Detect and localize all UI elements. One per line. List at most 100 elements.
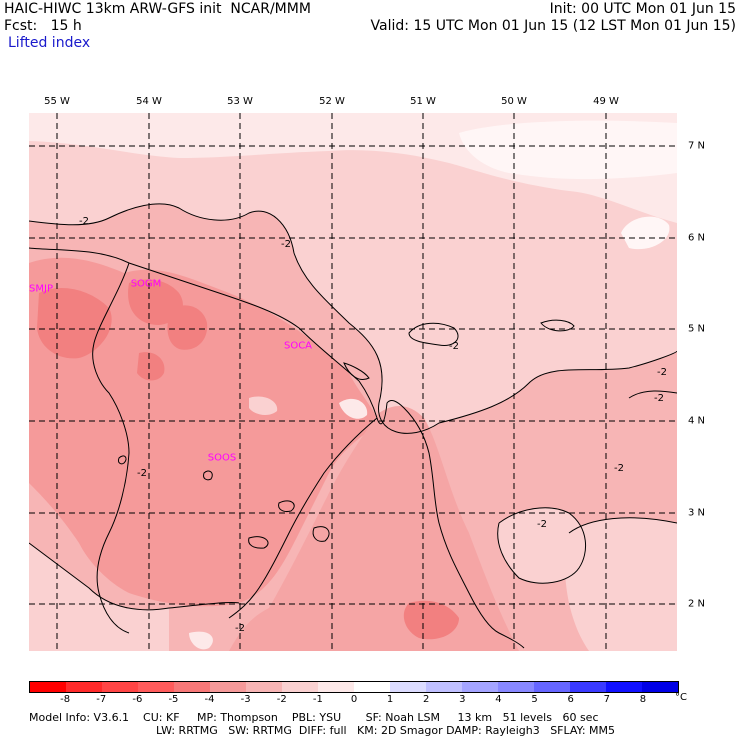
- colorbar-swatch: [318, 682, 354, 692]
- colorbar-tick-label: -4: [204, 694, 215, 705]
- colorbar-swatch: [210, 682, 246, 692]
- colorbar-unit: °C: [675, 692, 687, 703]
- contour-label: -2: [137, 468, 147, 479]
- station-soca: SOCA: [283, 340, 313, 352]
- lifted-index-map: -2 -2 -2 -2 -2 -2 -2 -2 -2: [29, 113, 677, 651]
- colorbar-swatch: [498, 682, 534, 692]
- lat-label-7n: 7 N: [688, 140, 706, 152]
- colorbar-swatch: [174, 682, 210, 692]
- contour-east-3: [568, 517, 677, 534]
- colorbar-swatch: [354, 682, 390, 692]
- contour-north: [29, 203, 383, 404]
- contour-label: -2: [654, 393, 664, 404]
- contour-east-2: [628, 390, 677, 399]
- colorbar-tick-label: 1: [386, 694, 394, 705]
- patch-south: [403, 600, 459, 640]
- patch-smjp: [37, 288, 112, 359]
- colorbar-tick-label: 5: [531, 694, 538, 705]
- border-suriname-fg: [228, 417, 378, 619]
- lat-label-2n: 2 N: [688, 598, 706, 610]
- colorbar-tick-label: -5: [168, 694, 179, 705]
- coast-detail: [343, 362, 370, 380]
- model-title: HAIC-HIWC 13km ARW-GFS init NCAR/MMM: [4, 1, 311, 17]
- colorbar-swatch: [246, 682, 282, 692]
- colorbar-tick-label: 2: [423, 694, 430, 705]
- colorbar-tick-label: 8: [639, 694, 647, 705]
- colorbar-swatch: [30, 682, 66, 692]
- colorbar-tick-label: -3: [240, 694, 251, 705]
- colorbar-swatch: [606, 682, 642, 692]
- contour-label: -2: [281, 239, 291, 250]
- colorbar-tick-label: -1: [312, 694, 323, 705]
- colorbar-swatch: [534, 682, 570, 692]
- valid-time: Valid: 15 UTC Mon 01 Jun 15 (12 LST Mon …: [370, 18, 736, 34]
- colorbar-tick-label: 7: [603, 694, 610, 705]
- contour-label: -2: [79, 216, 89, 227]
- borders: [29, 247, 525, 649]
- patch-central-2: [137, 352, 165, 381]
- colorbar-tick-label: -8: [60, 694, 71, 705]
- contour-label: -2: [614, 463, 624, 474]
- station-soos: SOOS: [207, 452, 237, 464]
- light-zone-east: [565, 517, 677, 651]
- colorbar-tick-label: -6: [132, 694, 143, 705]
- contour-label: -2: [537, 519, 547, 530]
- lat-label-3n: 3 N: [688, 507, 706, 519]
- lon-label-50w: 50 W: [501, 96, 527, 107]
- lat-label-6n: 6 N: [688, 232, 706, 244]
- latlon-grid: [29, 113, 677, 651]
- coastline: [29, 247, 378, 419]
- contour-label: -2: [657, 367, 667, 378]
- station-sogm: SOGM: [130, 278, 162, 290]
- colorbar-swatch: [642, 682, 678, 692]
- border-french-guiana: [376, 400, 525, 649]
- lon-label-52w: 52 W: [319, 96, 345, 107]
- lat-label-4n: 4 N: [688, 415, 706, 427]
- colorbar-swatch: [390, 682, 426, 692]
- contour-label: -2: [449, 341, 459, 352]
- patch-sogm: [128, 279, 183, 325]
- colorbar-swatch: [66, 682, 102, 692]
- contour-east: [378, 350, 677, 434]
- light-pocket-2: [339, 398, 368, 419]
- colorbar-tick-label: 0: [350, 694, 358, 705]
- contour-dot-5: [312, 526, 330, 542]
- colorbar-tick-label: 4: [495, 694, 502, 705]
- colorbar: [29, 681, 679, 693]
- model-info-line1: Model Info: V3.6.1 CU: KF MP: Thompson P…: [29, 711, 599, 724]
- init-time: Init: 00 UTC Mon 01 Jun 15: [549, 1, 736, 17]
- forecast-hour: Fcst: 15 h: [4, 18, 82, 34]
- colorbar-tick-label: 6: [567, 694, 574, 705]
- field-name: Lifted index: [8, 35, 91, 51]
- darker-zone-west: [29, 257, 379, 607]
- patch-central: [167, 305, 208, 350]
- border-suriname-guyana: [92, 262, 130, 634]
- colorbar-tick-label: -7: [96, 694, 107, 705]
- light-zone-southeast: [497, 507, 586, 584]
- lon-label-49w: 49 W: [593, 96, 619, 107]
- contour-dot-1: [118, 455, 127, 465]
- light-pocket-1: [249, 396, 278, 415]
- darker-zone-south: [229, 406, 519, 651]
- model-info-line2: LW: RRTMG SW: RRTMG DIFF: full KM: 2D Sm…: [156, 724, 616, 737]
- colorbar-tick-label: 3: [459, 694, 466, 705]
- light-zone-southwest: [29, 543, 169, 651]
- contour-dot-3: [248, 536, 269, 549]
- light-dot-south: [189, 631, 213, 650]
- lon-label-55w: 55 W: [44, 96, 70, 107]
- colorbar-swatch: [462, 682, 498, 692]
- contour-dot-2: [203, 470, 213, 481]
- colorbar-swatch: [102, 682, 138, 692]
- contour-dot-4: [278, 500, 295, 512]
- light-patch-east: [621, 216, 670, 250]
- colorbar-swatch: [282, 682, 318, 692]
- station-smjp: SMJP: [29, 283, 53, 295]
- contour-closed-1: [408, 322, 459, 347]
- lon-label-53w: 53 W: [227, 96, 253, 107]
- colorbar-swatch: [138, 682, 174, 692]
- colorbar-swatch: [570, 682, 606, 692]
- colorbar-tick-label: -2: [276, 694, 287, 705]
- colorbar-swatch: [426, 682, 462, 692]
- lat-label-5n: 5 N: [688, 323, 706, 335]
- contour-southeast: [497, 507, 587, 584]
